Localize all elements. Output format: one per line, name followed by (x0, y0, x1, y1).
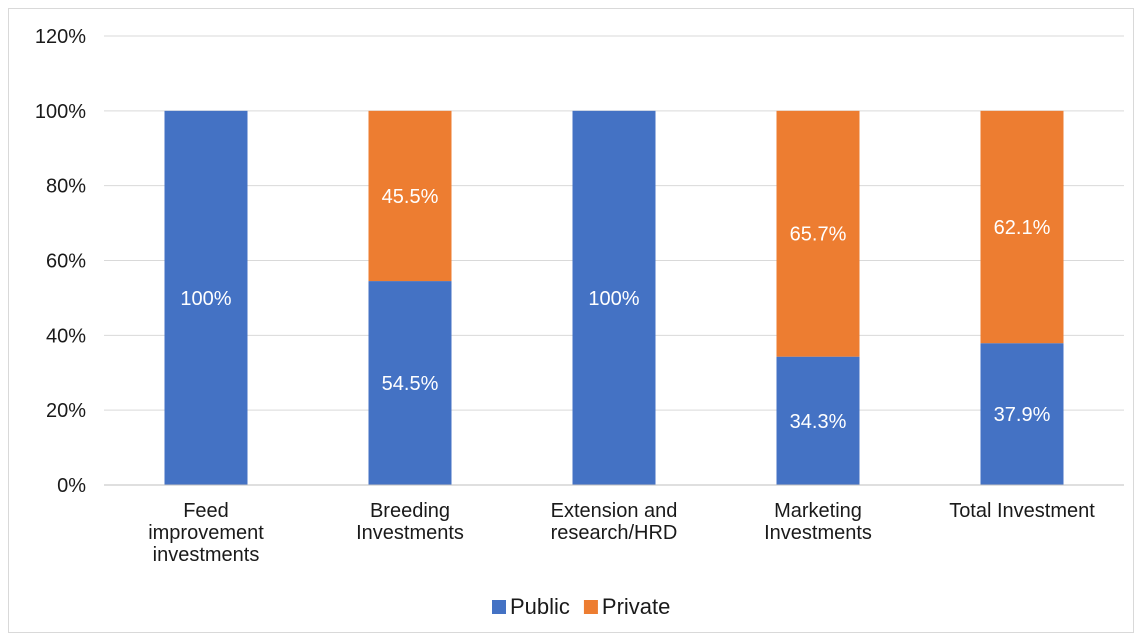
x-category-label: Total Investment (949, 500, 1095, 522)
x-category-label: investments (153, 544, 260, 566)
bar-public (164, 110, 248, 485)
data-label: 62.1% (994, 217, 1051, 239)
data-label: 100% (180, 288, 231, 310)
y-tick-label: 20% (46, 400, 86, 422)
x-category-label: Feed (183, 500, 229, 522)
bar-public (980, 343, 1064, 485)
legend-swatch-public (492, 600, 506, 614)
data-label: 100% (588, 288, 639, 310)
x-category-label: Breeding (370, 500, 450, 522)
x-category-label: Investments (764, 522, 872, 544)
y-tick-label: 40% (46, 325, 86, 347)
data-label: 54.5% (382, 373, 439, 395)
bar-public (776, 356, 860, 485)
data-label: 37.9% (994, 404, 1051, 426)
data-label: 65.7% (790, 224, 847, 246)
y-tick-label: 120% (35, 26, 86, 48)
bar-public (368, 281, 452, 485)
bar-private (368, 110, 452, 282)
y-tick-label: 0% (57, 475, 86, 497)
data-label: 45.5% (382, 186, 439, 208)
bars (164, 110, 1064, 485)
data-labels: 100% 54.5% 45.5% 100% 34.3% 65.7% 37.9% 62.1% (180, 186, 1050, 433)
y-tick-label: 100% (35, 101, 86, 123)
x-category-label: improvement (148, 522, 264, 544)
bar-public (572, 110, 656, 485)
x-category-label: Marketing (774, 500, 862, 522)
x-category-label: Investments (356, 522, 464, 544)
legend-label-public: Public (510, 594, 570, 619)
legend-label-private: Private (602, 594, 670, 619)
x-category-label: Extension and (551, 500, 678, 522)
bar-private (980, 110, 1064, 344)
legend: Public Private (492, 594, 670, 619)
data-label: 34.3% (790, 411, 847, 433)
x-axis-category-labels: FeedimprovementinvestmentsBreedingInvest… (148, 500, 1095, 566)
bar-private (776, 110, 860, 357)
y-axis-tick-labels: 0% 20% 40% 60% 80% 100% 120% (35, 26, 86, 497)
legend-swatch-private (583, 600, 598, 614)
y-tick-label: 80% (46, 176, 86, 198)
x-category-label: research/HRD (551, 522, 678, 544)
y-tick-label: 60% (46, 251, 86, 273)
